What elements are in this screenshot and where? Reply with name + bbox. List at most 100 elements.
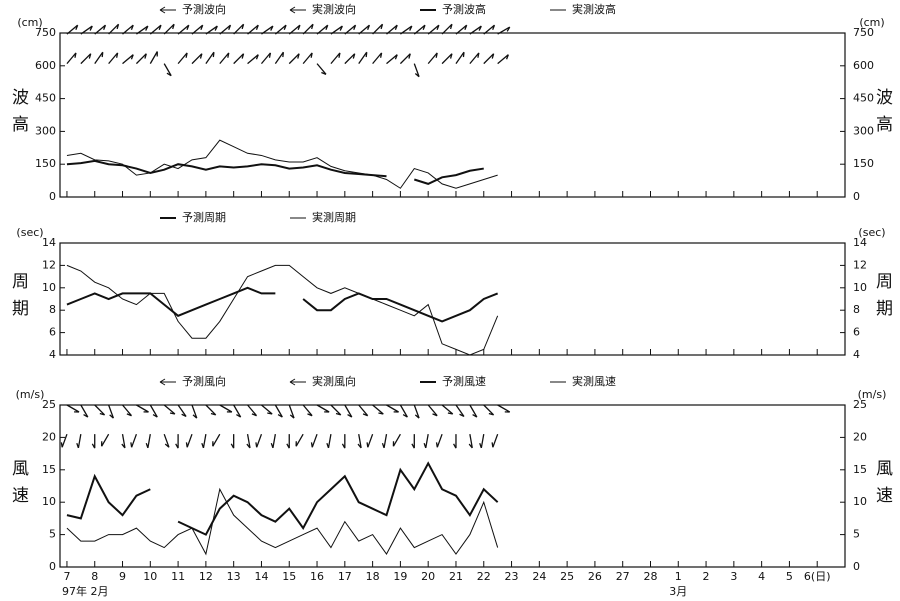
y-tick-label: 0 (49, 560, 56, 573)
x-axis-title: 97年 2月 (62, 584, 109, 598)
direction-arrow (497, 404, 511, 413)
direction-arrow (233, 404, 242, 418)
y-tick-label: 750 (35, 26, 56, 39)
direction-arrow (80, 53, 92, 65)
direction-arrow (310, 433, 318, 448)
direction-arrow (330, 25, 343, 35)
direction-arrow (479, 434, 485, 449)
direction-arrow (219, 404, 233, 413)
y-tick-label: 0 (853, 190, 860, 203)
x-tick-label: 20 (421, 570, 435, 583)
y-tick-label: 10 (853, 281, 867, 294)
direction-arrow (219, 52, 230, 65)
x-tick-label: 25 (560, 570, 574, 583)
direction-arrow (219, 24, 232, 35)
y-tick-label: 5 (49, 528, 56, 541)
x-tick-label: 16 (310, 570, 324, 583)
direction-arrow (80, 404, 89, 418)
direction-arrow (302, 404, 313, 417)
direction-arrow (288, 53, 300, 65)
direction-arrow (316, 404, 330, 413)
direction-arrow (246, 434, 251, 449)
direction-arrow (247, 54, 259, 65)
direction-arrow (80, 25, 93, 35)
direction-arrow (427, 24, 440, 35)
direction-arrow (205, 25, 218, 35)
direction-arrow (483, 404, 495, 416)
legend-label: 実測風向 (312, 374, 356, 388)
direction-arrow (177, 404, 187, 418)
direction-arrow (441, 53, 453, 65)
y-tick-label: 4 (49, 348, 56, 361)
direction-arrow (455, 51, 465, 64)
y-tick-label: 0 (49, 190, 56, 203)
direction-arrow (135, 53, 147, 65)
direction-arrow (255, 433, 263, 448)
direction-arrow (230, 434, 235, 449)
direction-arrow (163, 63, 172, 77)
direction-arrow (413, 24, 426, 35)
direction-arrow (108, 404, 115, 419)
y-axis-title: 周期 (8, 272, 29, 326)
direction-arrow (163, 23, 175, 35)
direction-arrow (455, 24, 468, 35)
direction-arrow (358, 51, 368, 64)
direction-arrow (400, 25, 413, 35)
direction-arrow (386, 24, 398, 35)
direction-arrow (483, 53, 495, 65)
direction-arrow (94, 404, 106, 416)
y-tick-label: 10 (42, 281, 56, 294)
direction-arrow (60, 433, 68, 448)
direction-arrow (122, 54, 134, 65)
y-tick-label: 10 (42, 495, 56, 508)
direction-arrow (205, 404, 217, 416)
y-tick-label: 14 (42, 236, 56, 249)
direction-arrow (372, 404, 384, 415)
direction-arrow (330, 52, 341, 65)
direction-arrow (145, 434, 151, 449)
direction-arrow (435, 433, 443, 448)
direction-arrow (274, 51, 285, 64)
direction-arrow (453, 434, 457, 449)
direction-arrow (149, 51, 158, 64)
plot-frame (59, 242, 846, 356)
x-tick-label: 2 (703, 570, 710, 583)
direction-arrow (326, 434, 332, 449)
legend-label: 予測波高 (442, 2, 486, 16)
direction-arrow (358, 24, 371, 35)
data-line (66, 264, 499, 356)
direction-arrow (274, 404, 283, 418)
y-axis-title: 周期 (872, 272, 893, 326)
direction-arrow (233, 23, 245, 35)
y-tick-label: 20 (853, 430, 867, 443)
y-tick-label: 300 (853, 124, 874, 137)
direction-arrow (122, 404, 133, 417)
x-tick-label: 18 (366, 570, 380, 583)
y-tick-label: 12 (42, 258, 56, 271)
y-tick-label: 10 (853, 495, 867, 508)
y-tick-label: 20 (42, 430, 56, 443)
y-tick-label: 8 (49, 303, 56, 316)
x-tick-label: 4 (758, 570, 765, 583)
direction-arrow (108, 52, 119, 65)
x-tick-label: 11 (171, 570, 185, 583)
direction-arrow (302, 23, 314, 35)
direction-arrow (295, 433, 304, 447)
x-tick-label: 27 (616, 570, 630, 583)
direction-arrow (94, 51, 104, 64)
direction-arrow (413, 63, 420, 78)
direction-arrow (330, 404, 342, 416)
legend-label: 予測波向 (182, 2, 226, 16)
direction-arrow (201, 434, 207, 449)
y-unit: (sec) (858, 226, 885, 239)
legend-label: 予測周期 (182, 210, 226, 224)
direction-arrow (261, 25, 274, 35)
legend-label: 予測風向 (182, 374, 226, 388)
direction-arrow (423, 434, 429, 449)
y-tick-label: 4 (853, 348, 860, 361)
y-axis-title: 波高 (8, 88, 29, 142)
direction-arrow (100, 433, 110, 447)
direction-arrow (316, 24, 329, 35)
direction-arrow (177, 52, 188, 65)
